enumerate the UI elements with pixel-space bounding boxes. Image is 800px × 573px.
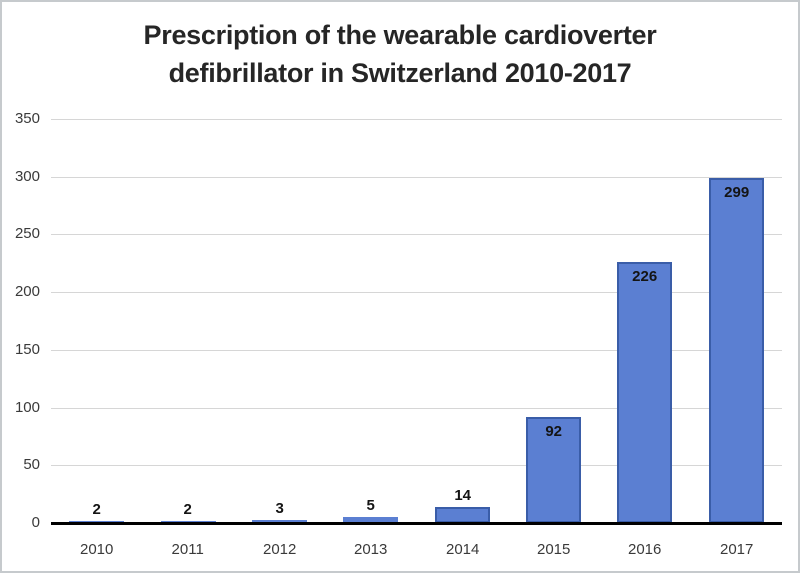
y-axis-tick-label: 50 bbox=[23, 456, 40, 473]
chart-title-line-1: Prescription of the wearable cardioverte… bbox=[143, 20, 657, 50]
chart-title-line-2: defibrillator in Switzerland 2010-2017 bbox=[168, 58, 632, 88]
bar bbox=[709, 178, 764, 523]
bar-data-label: 92 bbox=[545, 423, 563, 440]
y-axis-tick-label: 350 bbox=[14, 110, 40, 127]
y-axis-tick-label: 150 bbox=[14, 341, 40, 358]
gridline bbox=[51, 177, 782, 178]
bar-data-label: 5 bbox=[366, 497, 375, 514]
x-axis-tick-label: 2015 bbox=[537, 541, 571, 558]
x-axis-line bbox=[51, 522, 782, 525]
x-axis-tick-label: 2011 bbox=[171, 541, 204, 558]
x-axis-tick-label: 2016 bbox=[628, 541, 662, 558]
y-axis-tick-label: 250 bbox=[14, 225, 40, 242]
x-axis-tick-label: 2010 bbox=[80, 541, 114, 558]
y-axis-tick-label: 300 bbox=[14, 168, 40, 185]
gridline bbox=[51, 234, 782, 235]
gridline bbox=[51, 119, 782, 120]
y-axis-tick-label: 0 bbox=[31, 514, 40, 531]
bar bbox=[435, 507, 490, 523]
x-axis-tick-label: 2017 bbox=[720, 541, 754, 558]
y-axis-tick-label: 100 bbox=[14, 399, 40, 416]
x-axis-tick-label: 2014 bbox=[446, 541, 480, 558]
chart-title: Prescription of the wearable cardioverte… bbox=[2, 16, 798, 92]
gridline bbox=[51, 292, 782, 293]
bar-data-label: 2 bbox=[183, 501, 192, 518]
x-axis-tick-label: 2012 bbox=[263, 541, 297, 558]
gridline bbox=[51, 350, 782, 351]
gridline bbox=[51, 408, 782, 409]
bar bbox=[252, 520, 307, 523]
x-axis-tick-label: 2013 bbox=[354, 541, 388, 558]
bar-data-label: 226 bbox=[632, 268, 658, 285]
bar-data-label: 14 bbox=[454, 487, 472, 504]
bar bbox=[617, 262, 672, 523]
gridline bbox=[51, 465, 782, 466]
bar-data-label: 3 bbox=[275, 500, 284, 517]
bar bbox=[343, 517, 398, 523]
bar-data-label: 299 bbox=[724, 184, 750, 201]
bar-data-label: 2 bbox=[92, 501, 101, 518]
y-axis-tick-label: 200 bbox=[14, 283, 40, 300]
